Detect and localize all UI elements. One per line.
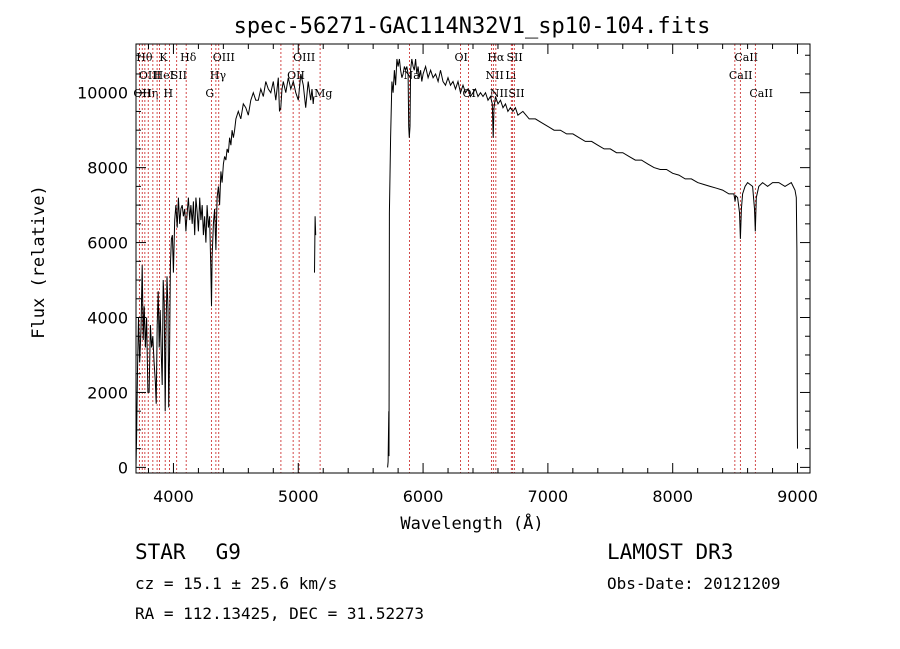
line-marker-label-21: NII — [485, 69, 503, 82]
spectrum-segment-0 — [135, 73, 315, 468]
line-marker-label-27: CaII — [729, 69, 753, 82]
y-tick-label: 2000 — [87, 383, 128, 402]
line-marker-label-9: SII — [171, 69, 187, 82]
y-tick-label: 10000 — [77, 84, 128, 103]
subclass-label: G9 — [215, 540, 241, 564]
line-marker-label-10: Hδ — [180, 51, 197, 64]
line-marker-label-8: H — [163, 87, 173, 100]
line-marker-label-13: OIII — [213, 51, 235, 64]
redshift-text: cz = 15.1 ± 25.6 km/s — [135, 574, 338, 593]
class-label: STAR — [135, 540, 186, 564]
line-marker-label-6: HeI — [154, 69, 174, 82]
line-markers: OIIHθOIIIHηHeIKHSIIHδGHγOIIIOIIOIIIMgNaO… — [133, 44, 773, 473]
plot-frame — [135, 43, 811, 474]
x-axis: 4000 5000 6000 7000 8000 9000 — [147, 44, 818, 506]
survey-label: LAMOST DR3 — [607, 540, 734, 564]
line-marker-label-24: Li — [505, 69, 516, 82]
y-axis: 0 2000 4000 6000 8000 10000 — [77, 54, 810, 477]
line-marker-label-3: Hη — [142, 87, 158, 100]
line-marker-label-2: OIII — [139, 69, 161, 82]
line-marker-label-19: OI — [455, 51, 468, 64]
x-tick-label: 4000 — [153, 487, 194, 506]
chart-title: spec-56271-GAC114N32V1_sp10-104.fits — [234, 14, 711, 39]
line-marker-label-28: CaII — [734, 51, 758, 64]
x-tick-label: 7000 — [528, 487, 569, 506]
x-tick-label: 5000 — [278, 487, 319, 506]
x-tick-label: 8000 — [652, 487, 693, 506]
line-marker-label-29: CaII — [749, 87, 773, 100]
line-marker-label-12: Hγ — [210, 69, 227, 82]
x-tick-label: 9000 — [777, 487, 818, 506]
line-marker-label-26: SII — [508, 87, 524, 100]
line-marker-label-23: NII — [490, 87, 508, 100]
x-tick-label: 6000 — [403, 487, 444, 506]
line-marker-label-7: K — [159, 51, 168, 64]
y-axis-label: Flux (relative) — [29, 185, 49, 339]
y-tick-label: 6000 — [87, 234, 128, 253]
line-marker-label-11: G — [205, 87, 214, 100]
y-tick-label: 4000 — [87, 309, 128, 328]
spectrum-segment-1 — [314, 216, 317, 273]
spectrum-series — [135, 58, 798, 468]
obs-date-text: Obs-Date: 20121209 — [607, 574, 781, 593]
object-class: STAR G9 — [135, 540, 241, 564]
y-tick-label: 0 — [118, 458, 128, 477]
coordinates-text: RA = 112.13425, DEC = 31.52273 — [135, 604, 424, 623]
line-marker-label-16: OIII — [293, 51, 315, 64]
x-axis-label: Wavelength (Å) — [400, 512, 543, 534]
spectrum-segment-2 — [387, 58, 798, 468]
line-marker-label-17: Mg — [314, 87, 332, 100]
y-tick-label: 8000 — [87, 159, 128, 178]
